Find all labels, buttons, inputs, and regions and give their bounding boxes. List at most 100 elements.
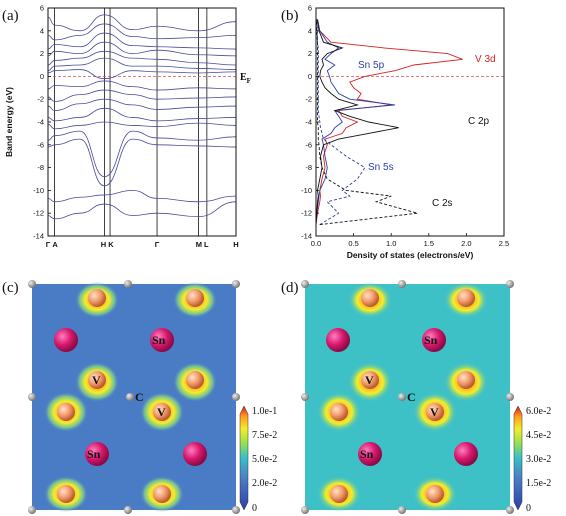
- y-tick-label: -12: [301, 209, 312, 218]
- y-tick-label: 0: [40, 72, 44, 81]
- c-atom: [28, 393, 36, 401]
- sn-atom: [54, 328, 78, 352]
- x-tick-label: 1.0: [386, 239, 396, 248]
- y-tick-label: -14: [301, 232, 312, 241]
- colorbar-c-tick: 1.0e-1: [252, 406, 277, 417]
- x-tick-label: 0.0: [311, 239, 321, 248]
- charge-density-map-d: Sn V C V Sn: [301, 280, 514, 514]
- band-line: [48, 57, 236, 72]
- colorbar-d-bar: [513, 405, 523, 511]
- colorbar-d-tick: 1.5e-2: [526, 478, 551, 489]
- c-atom: [28, 506, 36, 514]
- v-atom: [426, 485, 444, 503]
- c-atom: [232, 393, 240, 401]
- anno-v3d: V 3d: [475, 54, 496, 65]
- y-tick-label: -10: [301, 186, 312, 195]
- band-line: [48, 69, 236, 80]
- c-atom: [506, 280, 514, 288]
- y-tick-label: 4: [308, 26, 312, 35]
- v-atom: [457, 371, 475, 389]
- x-tick-label: 0.5: [348, 239, 358, 248]
- c-atom: [232, 506, 240, 514]
- dos-series-sn5s: [316, 19, 366, 225]
- v-atom: [57, 403, 75, 421]
- atom-label-sn: Sn: [87, 447, 101, 461]
- dos-series-sn5p: [316, 19, 396, 225]
- c-atom: [124, 506, 132, 514]
- v-atom: [88, 289, 106, 307]
- colorbar-d-tick: 6.0e-2: [526, 406, 551, 417]
- panel-label-c: (c): [2, 280, 19, 296]
- x-tick-label: 2.0: [461, 239, 471, 248]
- band-line: [48, 80, 236, 91]
- sn-atom: [326, 328, 350, 352]
- sn-atom: [183, 442, 207, 466]
- atom-label-v: V: [430, 405, 439, 419]
- dos-x-ticks: 0.0 0.5 1.0 1.5 2.0 2.5: [311, 233, 509, 248]
- band-line: [48, 41, 236, 57]
- y-tick-label: 0: [308, 72, 312, 81]
- y-tick-label: -2: [305, 95, 312, 104]
- band-line: [48, 32, 236, 50]
- colorbar-c: 1.0e-1 7.5e-2 5.0e-2 2.0e-2 0: [239, 405, 277, 514]
- sn-atom: [422, 328, 446, 352]
- c-atom: [232, 280, 240, 288]
- k-label: H K: [101, 240, 115, 249]
- atom-label-v: V: [157, 405, 166, 419]
- dos-series-v3d: [316, 19, 463, 225]
- dos-series-c2s: [316, 19, 418, 226]
- y-tick-label: 2: [308, 49, 312, 58]
- sn-atom: [358, 442, 382, 466]
- atom-label-sn: Sn: [152, 333, 166, 347]
- colorbar-c-bar: [239, 405, 249, 511]
- atom-label-sn: Sn: [424, 333, 438, 347]
- band-line: [48, 130, 236, 178]
- v-atom: [57, 485, 75, 503]
- colorbar-c-tick: 7.5e-2: [252, 430, 277, 441]
- v-atom: [153, 403, 171, 421]
- y-tick-label: -4: [37, 118, 44, 127]
- v-atom: [186, 289, 204, 307]
- y-tick-label: 6: [40, 4, 44, 13]
- colorbar-d-tick: 4.5e-2: [526, 430, 551, 441]
- y-tick-label: 4: [40, 26, 44, 35]
- band-line: [48, 89, 236, 102]
- band-line: [48, 189, 236, 203]
- panel-label-a: (a): [2, 8, 19, 24]
- band-line: [48, 23, 236, 41]
- c-atom: [398, 393, 406, 401]
- atom-label-sn: Sn: [360, 447, 374, 461]
- band-line: [48, 201, 236, 220]
- k-label: Γ: [155, 240, 160, 249]
- y-tick-label: 2: [40, 49, 44, 58]
- y-tick-label: -8: [305, 163, 312, 172]
- c-atom: [506, 393, 514, 401]
- dos-series-c2p: [316, 19, 399, 225]
- y-tick-label: -12: [33, 209, 44, 218]
- y-tick-label: -6: [37, 140, 44, 149]
- y-tick-label: -2: [37, 95, 44, 104]
- atom-label-v: V: [365, 373, 374, 387]
- sn-atom: [85, 442, 109, 466]
- band-line: [48, 107, 236, 122]
- band-lines: [48, 8, 236, 236]
- dos-y-ticks: 6 4 2 0 -2 -4 -6 -8 -10 -12 -14: [301, 4, 319, 241]
- band-line: [48, 138, 236, 187]
- v-atom: [361, 289, 379, 307]
- dos-xlabel: Density of states (electrons/eV): [347, 250, 474, 260]
- v-atom: [330, 485, 348, 503]
- c-atom: [301, 506, 309, 514]
- x-tick-label: 2.5: [499, 239, 509, 248]
- sn-atom: [150, 328, 174, 352]
- dos-lines: [316, 19, 504, 226]
- c-atom: [126, 393, 134, 401]
- y-tick-label: -4: [305, 118, 312, 127]
- band-line: [48, 121, 236, 130]
- sn-atom: [454, 442, 478, 466]
- colorbar-d: 6.0e-2 4.5e-2 3.0e-2 1.5e-2 0: [513, 405, 551, 514]
- v-atom: [88, 371, 106, 389]
- y-tick-label: -10: [33, 186, 44, 195]
- colorbar-c-tick: 0: [252, 503, 257, 514]
